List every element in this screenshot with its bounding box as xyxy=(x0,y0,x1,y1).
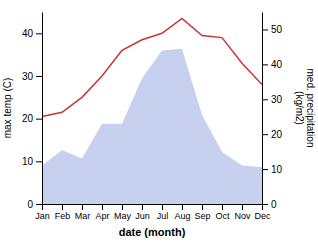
tick-mark xyxy=(36,161,42,162)
tick-mark xyxy=(262,99,268,100)
tick-label: 40 xyxy=(22,28,34,39)
title-line: (kg/m2) xyxy=(294,91,305,125)
tick: Feb xyxy=(55,204,71,221)
tick-label: Jul xyxy=(157,211,169,221)
tick-mark xyxy=(202,204,203,210)
tick-mark xyxy=(182,204,183,210)
tick-label: Feb xyxy=(55,211,71,221)
line xyxy=(42,18,262,116)
tick: Mar xyxy=(75,204,91,221)
tick-mark xyxy=(36,119,42,120)
tick: Nov xyxy=(234,204,251,221)
tick-mark xyxy=(162,204,163,210)
tick-label: Aug xyxy=(174,211,190,221)
tick-label: 0 xyxy=(271,199,277,210)
tick-mark xyxy=(262,134,268,135)
tick-mark xyxy=(262,169,268,170)
axis-line xyxy=(262,13,263,205)
tick: Jun xyxy=(135,204,150,221)
tick-label: Oct xyxy=(215,211,230,221)
tick: 10 xyxy=(262,164,283,175)
tick-label: 50 xyxy=(271,24,283,35)
tick-mark xyxy=(262,64,268,65)
tick: Apr xyxy=(95,204,109,221)
tick: 0 xyxy=(262,199,277,210)
area xyxy=(42,49,262,204)
y-axis-title: max temp (C) xyxy=(2,78,13,139)
tick: 30 xyxy=(262,94,283,105)
tick-mark xyxy=(222,204,223,210)
tick-label: 30 xyxy=(271,94,283,105)
tick: Jul xyxy=(157,204,169,221)
tick-label: May xyxy=(114,211,132,221)
tick: 20 xyxy=(22,113,42,124)
title-line: med. precipitation xyxy=(305,69,316,148)
tick: 30 xyxy=(22,71,42,82)
tick: 40 xyxy=(22,28,42,39)
tick-label: Nov xyxy=(234,211,251,221)
tick-label: Sep xyxy=(194,211,210,221)
tick-mark xyxy=(36,33,42,34)
tick: Jan xyxy=(35,204,50,221)
tick: 10 xyxy=(22,156,42,167)
tick-label: 10 xyxy=(22,156,34,167)
y-axis: 0 10 20 30 40 xyxy=(22,13,43,210)
tick-label: Jan xyxy=(35,211,50,221)
tick: Dec xyxy=(254,204,271,221)
chart: JanFebMarAprMayJunJulAugSepOctNovDec0102… xyxy=(0,0,318,242)
tick: Oct xyxy=(215,204,230,221)
y2-axis-title: med. precipitation(kg/m2) xyxy=(294,69,316,148)
tick-mark xyxy=(42,204,43,210)
y2-axis: 0 10 20 30 40 50 xyxy=(262,13,283,210)
tick: 50 xyxy=(262,24,283,35)
tick-label: Dec xyxy=(254,211,271,221)
tick: 40 xyxy=(262,59,283,70)
tick-mark xyxy=(36,76,42,77)
tick: Sep xyxy=(194,204,210,221)
tick-label: 40 xyxy=(271,59,283,70)
tick: 20 xyxy=(262,129,283,140)
tick-label: 20 xyxy=(271,129,283,140)
tick-label: Apr xyxy=(95,211,109,221)
tick-mark xyxy=(62,204,63,210)
x-axis: Jan Feb Mar Apr MayJun Jul Aug Sep Oct NovDec xyxy=(35,204,271,221)
axis-line xyxy=(43,204,263,205)
tick: Aug xyxy=(174,204,190,221)
tick: 0 xyxy=(27,199,42,210)
marks xyxy=(42,18,262,204)
tick-mark xyxy=(262,204,268,205)
tick: May xyxy=(114,204,132,221)
tick-mark xyxy=(36,204,42,205)
axis-line xyxy=(42,13,43,205)
tick-label: 20 xyxy=(22,113,34,124)
tick-label: Jun xyxy=(135,211,150,221)
x-axis-title: date (month) xyxy=(119,226,186,238)
tick-mark xyxy=(242,204,243,210)
tick-mark xyxy=(102,204,103,210)
tick-label: 30 xyxy=(22,71,34,82)
tick-label: Mar xyxy=(75,211,91,221)
tick-mark xyxy=(122,204,123,210)
tick-mark xyxy=(142,204,143,210)
tick-mark xyxy=(262,29,268,30)
plot: JanFebMarAprMayJunJulAugSepOctNovDec0102… xyxy=(2,13,316,239)
tick-label: 10 xyxy=(271,164,283,175)
tick-label: 0 xyxy=(27,199,33,210)
tick-mark xyxy=(82,204,83,210)
